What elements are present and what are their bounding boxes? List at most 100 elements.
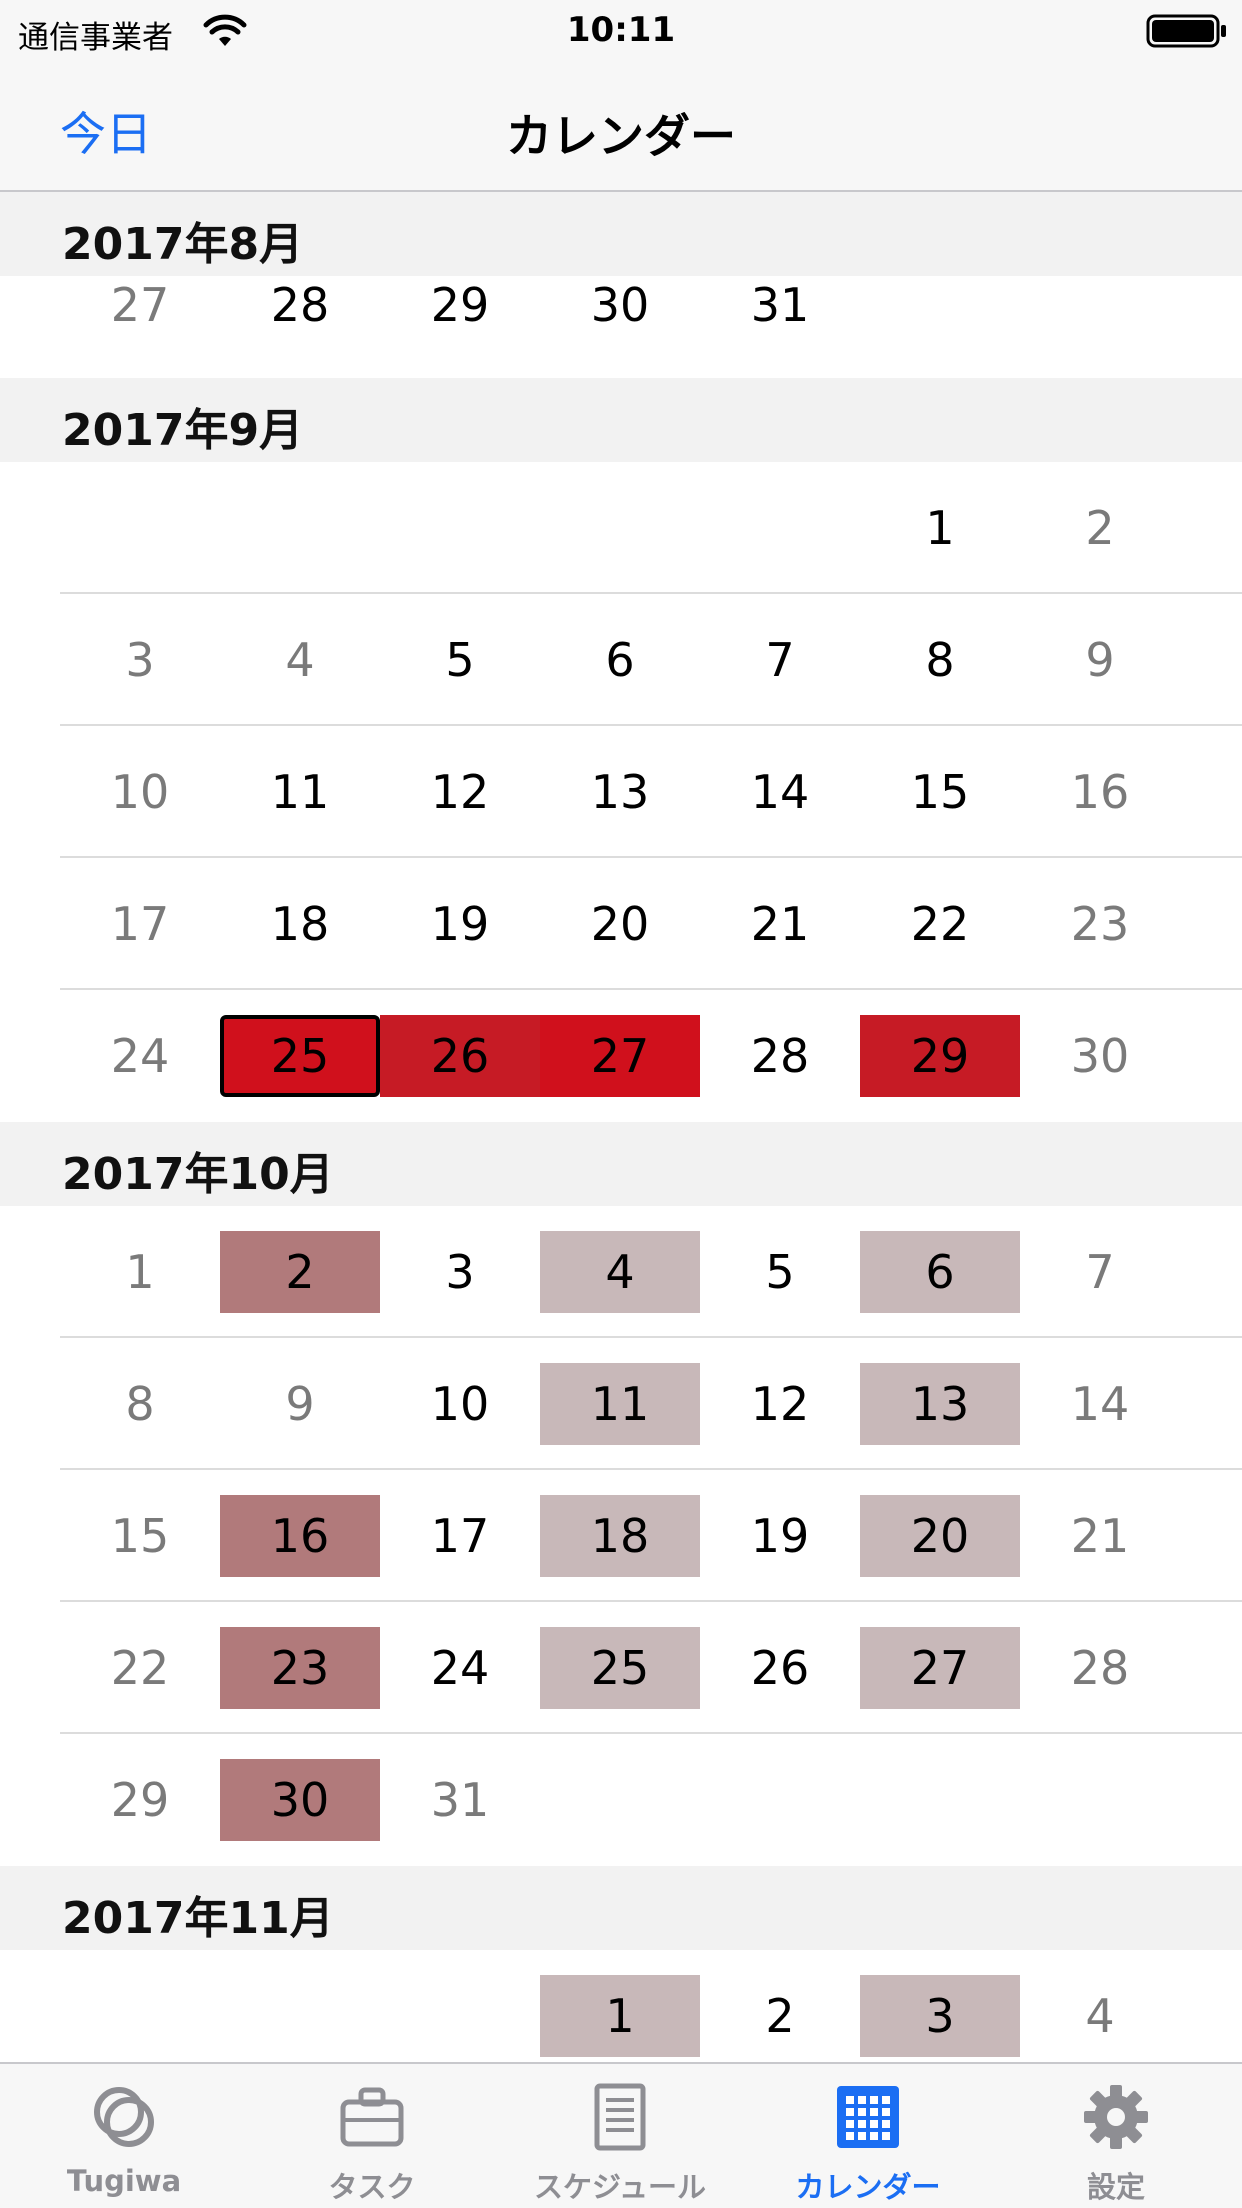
day-cell[interactable]: 3 [125,633,155,687]
day-cell[interactable]: 21 [750,897,810,951]
day-cell[interactable]: 3 [445,1245,475,1299]
day-cell[interactable]: 4 [540,1231,700,1313]
day-cell[interactable]: 9 [285,1377,315,1431]
page-title: カレンダー [506,109,736,163]
day-cell[interactable]: 19 [750,1509,810,1563]
row-separator [60,1732,1242,1734]
day-cell[interactable]: 28 [270,278,330,332]
day-cell[interactable]: 25 [540,1627,700,1709]
day-cell[interactable]: 24 [110,1029,170,1083]
day-cell[interactable]: 9 [1085,633,1115,687]
day-cell[interactable]: 7 [1085,1245,1115,1299]
day-cell[interactable]: 1 [925,501,955,555]
day-cell[interactable]: 27 [860,1627,1020,1709]
day-cell[interactable]: 23 [1070,897,1130,951]
tab-settings[interactable]: 設定 [992,2064,1240,2208]
day-cell[interactable]: 31 [750,278,810,332]
day-cell[interactable]: 2 [220,1231,380,1313]
day-cell[interactable]: 7 [765,633,795,687]
calendar-grid-icon [837,2086,899,2148]
day-cell[interactable]: 26 [380,1015,540,1097]
tab-label: タスク [328,2170,416,2204]
day-cell[interactable]: 19 [430,897,490,951]
day-cell[interactable]: 1 [540,1975,700,2057]
day-cell[interactable]: 8 [125,1377,155,1431]
day-cell[interactable]: 30 [220,1759,380,1841]
tab-schedule[interactable]: スケジュール [496,2064,744,2208]
day-cell[interactable]: 29 [430,278,490,332]
day-cell[interactable]: 30 [590,278,650,332]
tab-label: スケジュール [534,2170,706,2204]
month-title: 2017年8月 [62,219,304,270]
row-separator [60,988,1242,990]
day-cell[interactable]: 12 [750,1377,810,1431]
day-cell[interactable]: 4 [285,633,315,687]
row-separator [60,1600,1242,1602]
day-cell[interactable]: 5 [445,633,475,687]
row-separator [60,592,1242,594]
day-cell[interactable]: 5 [765,1245,795,1299]
day-cell[interactable]: 22 [110,1641,170,1695]
tab-calendar[interactable]: カレンダー [744,2064,992,2208]
day-cell[interactable]: 8 [925,633,955,687]
day-cell[interactable]: 11 [540,1363,700,1445]
day-cell[interactable]: 10 [430,1377,490,1431]
today-button[interactable]: 今日 [60,107,152,161]
row-separator [60,1468,1242,1470]
day-cell[interactable]: 17 [110,897,170,951]
carrier-label: 通信事業者 [18,20,173,56]
row-separator [60,724,1242,726]
day-cell[interactable]: 15 [910,765,970,819]
day-cell[interactable]: 14 [1070,1377,1130,1431]
day-cell[interactable]: 13 [860,1363,1020,1445]
day-cell[interactable]: 6 [605,633,635,687]
day-cell[interactable]: 11 [270,765,330,819]
month-title: 2017年10月 [62,1149,334,1200]
wifi-icon [203,14,247,46]
day-cell[interactable]: 4 [1085,1989,1115,2043]
tab-tugiwa[interactable]: Tugiwa [0,2064,248,2208]
day-cell[interactable]: 26 [750,1641,810,1695]
day-cell[interactable]: 29 [860,1015,1020,1097]
day-cell[interactable]: 2 [765,1989,795,2043]
month-header: 2017年10月 [0,1122,1242,1206]
navigation-bar: 今日 カレンダー [0,60,1242,192]
tab-task[interactable]: タスク [248,2064,496,2208]
day-cell[interactable]: 27 [540,1015,700,1097]
day-cell[interactable]: 30 [1070,1029,1130,1083]
day-cell[interactable]: 17 [430,1509,490,1563]
day-cell[interactable]: 27 [110,278,170,332]
day-cell[interactable]: 20 [590,897,650,951]
day-cell[interactable]: 31 [430,1773,490,1827]
day-cell[interactable]: 22 [910,897,970,951]
day-cell[interactable]: 16 [220,1495,380,1577]
day-cell[interactable]: 28 [1070,1641,1130,1695]
calendar-list[interactable]: 2017年8月 27 28 29 30 31 2017年9月 1 2 3 4 5 6 7 8 9 10 11 12 1… [0,192,1242,2062]
day-cell[interactable]: 6 [860,1231,1020,1313]
rings-icon [94,2087,154,2147]
tab-label: カレンダー [795,2170,941,2204]
day-cell[interactable]: 10 [110,765,170,819]
day-cell[interactable]: 15 [110,1509,170,1563]
day-cell[interactable]: 21 [1070,1509,1130,1563]
day-cell[interactable]: 18 [540,1495,700,1577]
day-cell[interactable]: 2 [1085,501,1115,555]
day-cell[interactable]: 14 [750,765,810,819]
status-bar: 通信事業者 10:11 [0,0,1242,60]
day-cell[interactable]: 18 [270,897,330,951]
day-cell[interactable]: 12 [430,765,490,819]
day-cell[interactable]: 3 [860,1975,1020,2057]
day-cell[interactable]: 24 [430,1641,490,1695]
battery-icon [1146,14,1226,48]
month-header: 2017年8月 [0,192,1242,276]
day-cell[interactable]: 13 [590,765,650,819]
day-cell[interactable]: 16 [1070,765,1130,819]
day-cell[interactable]: 28 [750,1029,810,1083]
tab-label: Tugiwa [66,2164,182,2198]
day-cell[interactable]: 23 [220,1627,380,1709]
day-cell[interactable]: 20 [860,1495,1020,1577]
day-cell-selected[interactable]: 25 [220,1015,380,1097]
day-cell[interactable]: 29 [110,1773,170,1827]
day-cell[interactable]: 1 [125,1245,155,1299]
month-header: 2017年11月 [0,1866,1242,1950]
